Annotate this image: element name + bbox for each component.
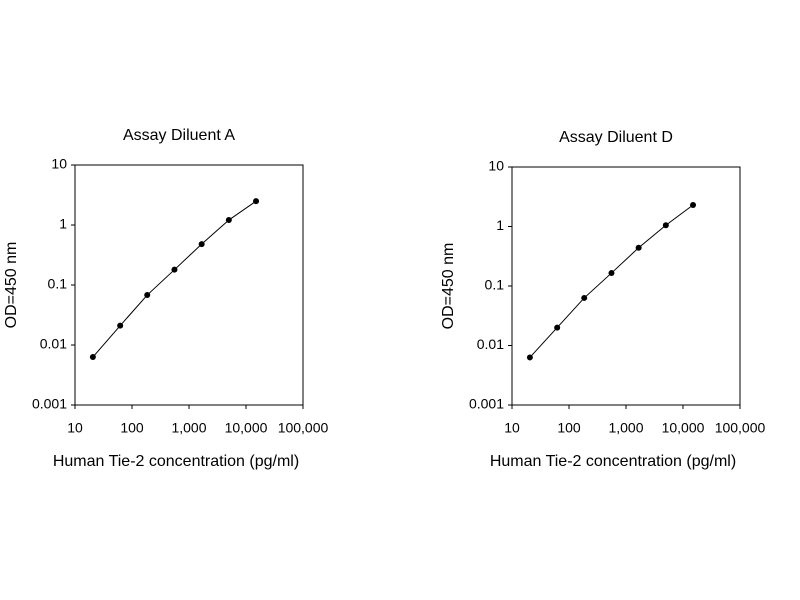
x-tick-label: 1,000: [171, 420, 206, 436]
x-tick-label: 100: [557, 420, 581, 436]
y-tick-label: 10: [51, 156, 67, 172]
data-point: [117, 322, 124, 329]
x-tick-label: 10: [504, 420, 520, 436]
data-point: [89, 354, 96, 361]
chart-title: Assay Diluent D: [559, 129, 673, 146]
x-axis-label: Human Tie-2 concentration (pg/ml): [53, 453, 299, 470]
data-point: [253, 198, 260, 205]
y-tick-label: 0.01: [477, 336, 504, 352]
y-tick-label: 0.001: [469, 396, 504, 412]
x-tick-label: 10: [67, 420, 83, 436]
y-tick-label: 0.1: [485, 277, 505, 293]
data-point: [144, 292, 151, 299]
y-tick-label: 0.1: [48, 276, 68, 292]
y-tick-label: 0.001: [32, 396, 67, 412]
data-point: [690, 201, 697, 208]
y-tick-label: 1: [496, 217, 504, 233]
y-tick-label: 10: [488, 158, 504, 174]
x-tick-label: 10,000: [225, 420, 268, 436]
data-point: [608, 270, 615, 277]
data-point: [198, 241, 205, 248]
data-point: [171, 266, 178, 273]
data-point: [635, 244, 642, 251]
data-point: [554, 324, 561, 331]
y-tick-label: 0.01: [40, 336, 67, 352]
x-tick-label: 100,000: [715, 420, 766, 436]
data-point: [581, 294, 588, 301]
x-tick-label: 1,000: [608, 420, 643, 436]
y-axis-label: OD=450 nm: [440, 243, 457, 330]
data-point: [225, 217, 232, 224]
chart-title: Assay Diluent A: [123, 127, 235, 144]
x-tick-label: 100,000: [278, 420, 329, 436]
x-axis-label: Human Tie-2 concentration (pg/ml): [490, 453, 736, 470]
data-point: [662, 222, 669, 229]
x-tick-label: 100: [120, 420, 144, 436]
x-tick-label: 10,000: [662, 420, 705, 436]
y-tick-label: 1: [59, 216, 67, 232]
data-point: [526, 354, 533, 361]
y-axis-label: OD=450 nm: [3, 242, 20, 329]
